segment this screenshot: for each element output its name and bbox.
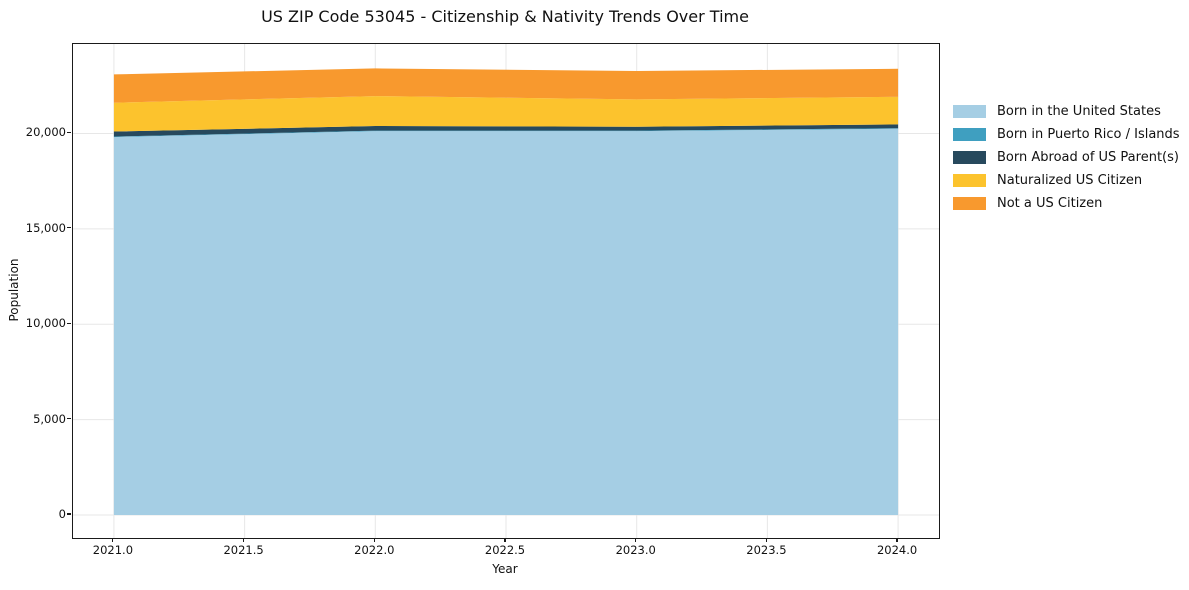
y-tick-mark	[67, 513, 71, 515]
legend-swatch-icon	[953, 150, 986, 164]
legend-row: Born in Puerto Rico / Islands	[953, 126, 1180, 142]
y-tick-mark	[67, 417, 71, 420]
y-axis-label: Population	[7, 258, 21, 322]
legend-label: Not a US Citizen	[997, 195, 1103, 211]
x-tick-mark	[112, 538, 114, 542]
x-tick-label: 2022.0	[354, 543, 395, 557]
x-tick-mark	[765, 538, 767, 542]
legend-swatch-icon	[953, 127, 986, 141]
area-naturalized-us-citizen	[113, 96, 899, 132]
x-tick-label: 2022.5	[484, 543, 526, 557]
x-axis-label: Year	[492, 562, 518, 576]
y-tick-mark	[67, 131, 71, 134]
legend-row: Born in the United States	[953, 103, 1180, 119]
x-tick-label: 2021.5	[223, 543, 264, 557]
y-tick-label: 20,000	[25, 125, 66, 140]
legend: Born in the United States Born in Puerto …	[953, 103, 1180, 211]
legend-swatch-icon	[953, 173, 986, 187]
legend-swatch-icon	[953, 196, 986, 210]
area-born-in-puerto-rico-islands	[113, 128, 899, 138]
legend-row: Born Abroad of US Parent(s)	[953, 149, 1180, 165]
y-tick-mark	[67, 227, 71, 229]
plot-area	[72, 43, 940, 539]
legend-label: Born Abroad of US Parent(s)	[997, 149, 1179, 165]
legend-row: Naturalized US Citizen	[953, 172, 1180, 188]
x-tick-mark	[504, 538, 506, 542]
area-not-a-us-citizen	[113, 68, 899, 103]
chart-title: US ZIP Code 53045 - Citizenship & Nativi…	[261, 7, 749, 26]
x-tick-mark	[373, 538, 375, 542]
stacked-area-chart	[73, 44, 939, 538]
x-tick-mark	[635, 538, 637, 542]
area-born-abroad-of-us-parent-s-	[113, 124, 899, 137]
y-tick-mark	[67, 322, 71, 324]
y-tick-label: 10,000	[25, 316, 66, 331]
y-tick-label: 15,000	[25, 220, 66, 235]
x-tick-mark	[243, 538, 245, 542]
x-tick-label: 2024.0	[876, 543, 918, 557]
legend-label: Born in the United States	[997, 103, 1161, 119]
x-tick-mark	[896, 538, 898, 542]
x-tick-label: 2023.5	[746, 543, 787, 557]
legend-label: Born in Puerto Rico / Islands	[997, 126, 1180, 142]
legend-row: Not a US Citizen	[953, 195, 1180, 211]
legend-label: Naturalized US Citizen	[997, 172, 1143, 188]
area-born-in-the-united-states	[113, 128, 899, 515]
x-tick-label: 2021.0	[92, 543, 134, 557]
legend-swatch-icon	[953, 104, 986, 118]
y-tick-label: 0	[58, 506, 66, 521]
y-tick-label: 5,000	[33, 411, 66, 426]
x-tick-label: 2023.0	[615, 543, 656, 557]
